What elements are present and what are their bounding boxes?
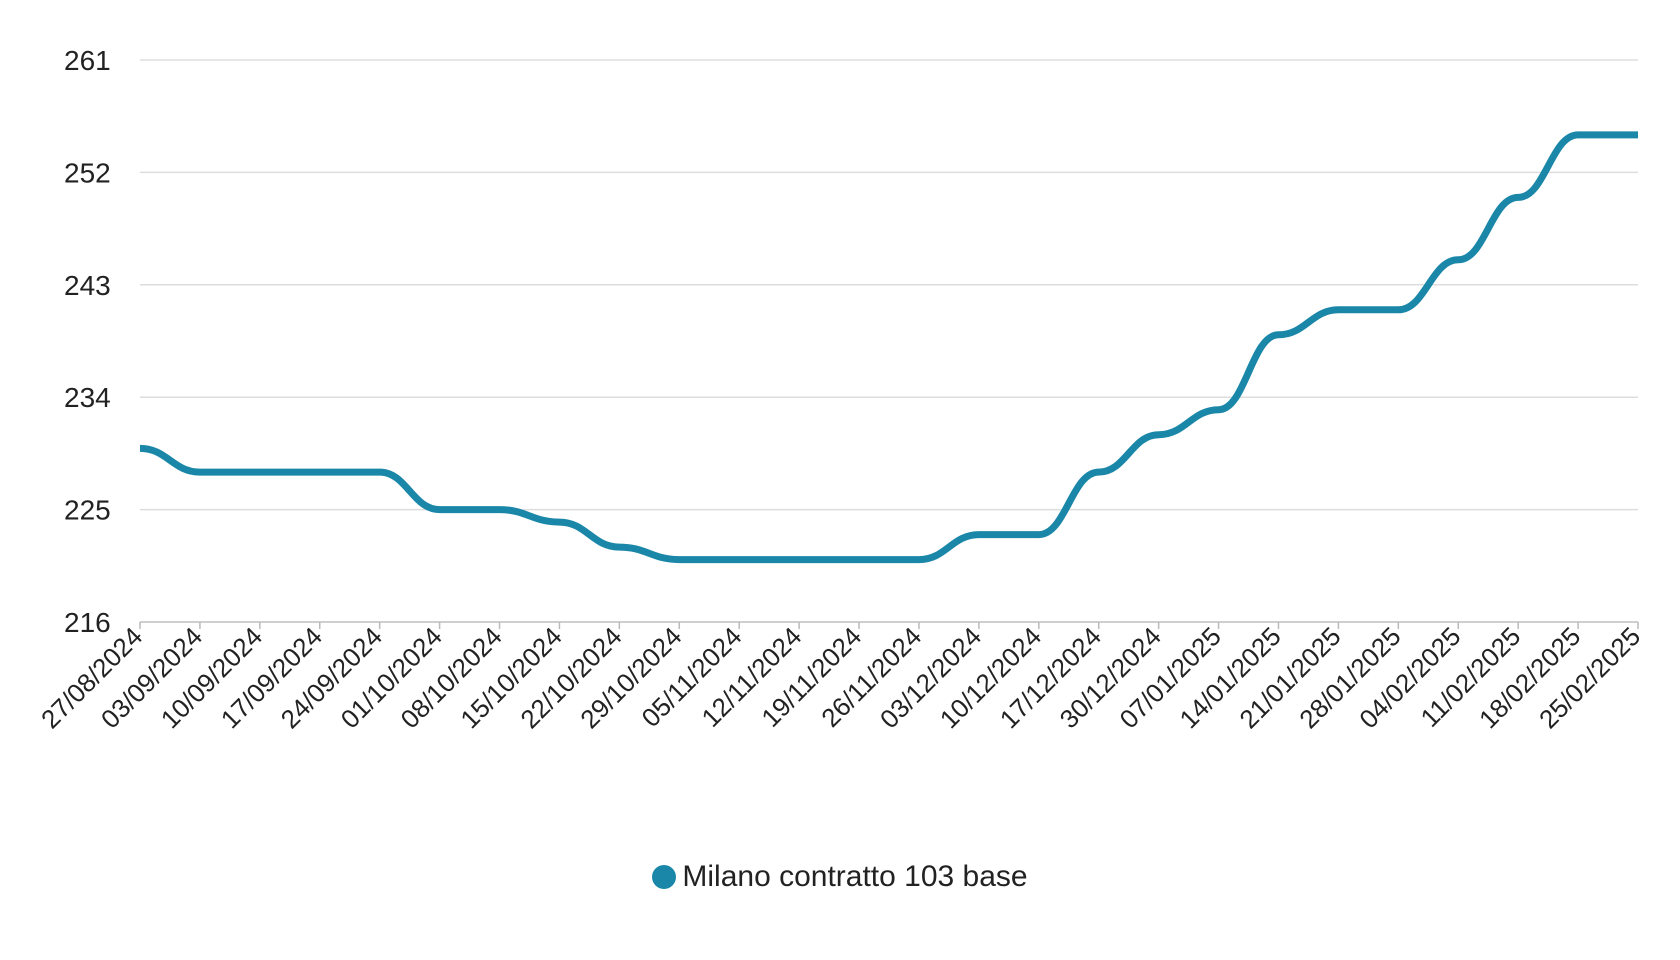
y-tick-label: 216 — [64, 607, 111, 638]
y-axis-tick-labels: 216 225 234 243 252 261 — [64, 45, 111, 638]
y-tick-label: 225 — [64, 495, 111, 526]
y-tick-label: 243 — [64, 270, 111, 301]
legend-marker — [652, 865, 677, 889]
y-tick-label: 252 — [64, 157, 111, 188]
legend: Milano contratto 103 base — [0, 860, 1680, 894]
x-axis-tick-labels: 27/08/202403/09/202410/09/202417/09/2024… — [35, 621, 1646, 734]
series-lines — [139, 131, 1638, 564]
y-tick-label: 234 — [64, 382, 111, 413]
legend-label: Milano contratto 103 base — [682, 860, 1028, 893]
x-axis — [139, 621, 1639, 629]
y-tick-label: 261 — [64, 45, 111, 76]
series-line — [139, 131, 1638, 564]
gridlines — [140, 59, 1638, 511]
